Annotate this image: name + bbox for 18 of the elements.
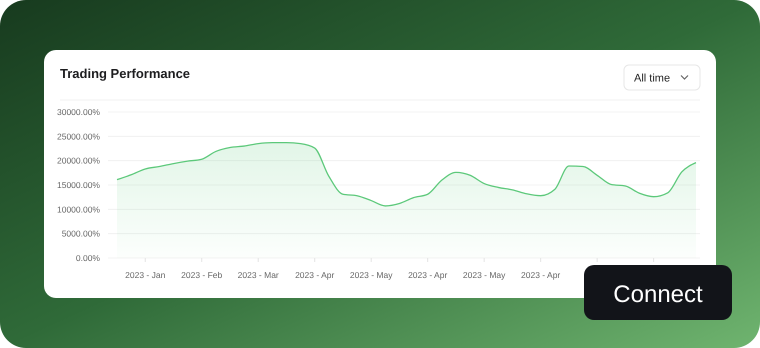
time-range-dropdown: All time [624, 64, 700, 90]
x-tick-label: 2023 - Apr [521, 270, 560, 280]
y-tick-label: 15000.00% [56, 180, 100, 190]
x-tick-label: 2023 - May [350, 270, 394, 280]
y-tick-label: 20000.00% [56, 156, 100, 166]
x-tick-label: 2023 - May [462, 270, 506, 280]
connect-button: Connect [584, 265, 732, 320]
x-tick-label: 2023 - Jan [125, 270, 166, 280]
x-tick-label: 2023 - Apr [408, 270, 448, 280]
y-tick-label: 0.00% [76, 252, 100, 263]
x-tick-label: 2023 - Apr [295, 270, 334, 280]
x-tick-label: 2023 - Mar [238, 270, 279, 280]
y-tick-label: 10000.00% [56, 204, 100, 214]
x-tick-label: 2023 - Feb [181, 270, 223, 280]
y-tick-label: 30000.00% [56, 106, 100, 117]
chart-title: Trading Performance [60, 66, 190, 81]
y-tick-label: 5000.00% [62, 228, 100, 239]
y-tick-label: 25000.00% [56, 131, 100, 142]
